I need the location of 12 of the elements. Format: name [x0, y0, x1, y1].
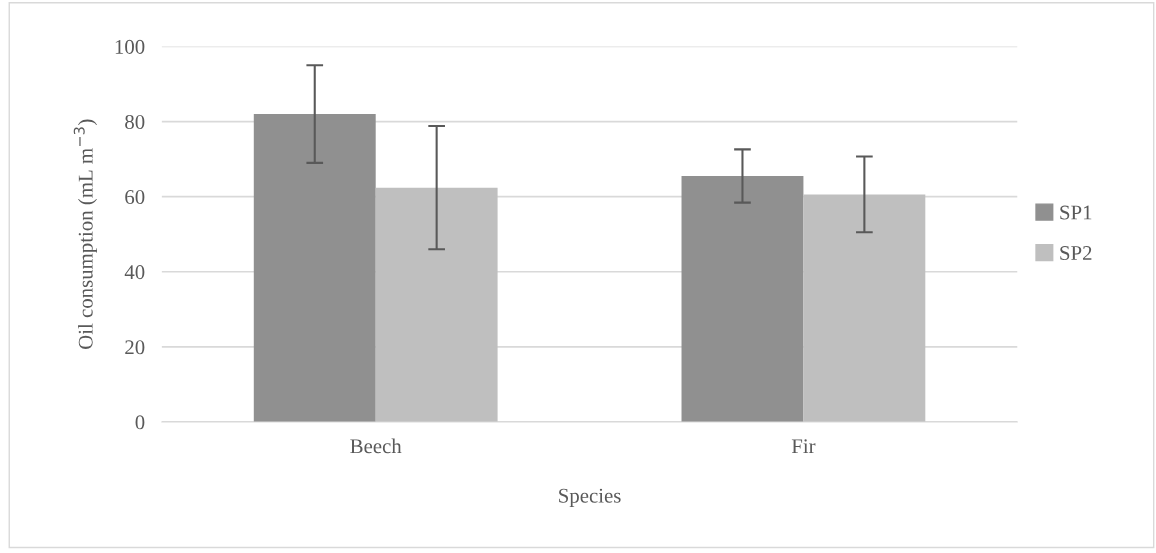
y-tick-label: 0 [135, 415, 145, 430]
x-axis-title: Species [559, 488, 621, 507]
x-tick-label: Beech [350, 438, 402, 454]
x-tick-label: Fir [791, 439, 816, 454]
y-tick-label: 100 [115, 39, 145, 54]
legend-label: SP2 [1060, 246, 1092, 261]
legend-label: SP1 [1060, 205, 1092, 220]
y-axis-title: Oil consumption (mL m$^{−3}$) [73, 119, 97, 349]
y-tick-label: 20 [125, 340, 145, 355]
y-tick-label: 80 [125, 114, 145, 129]
y-tick-label: 40 [124, 265, 145, 280]
y-tick-label: 60 [125, 190, 145, 205]
